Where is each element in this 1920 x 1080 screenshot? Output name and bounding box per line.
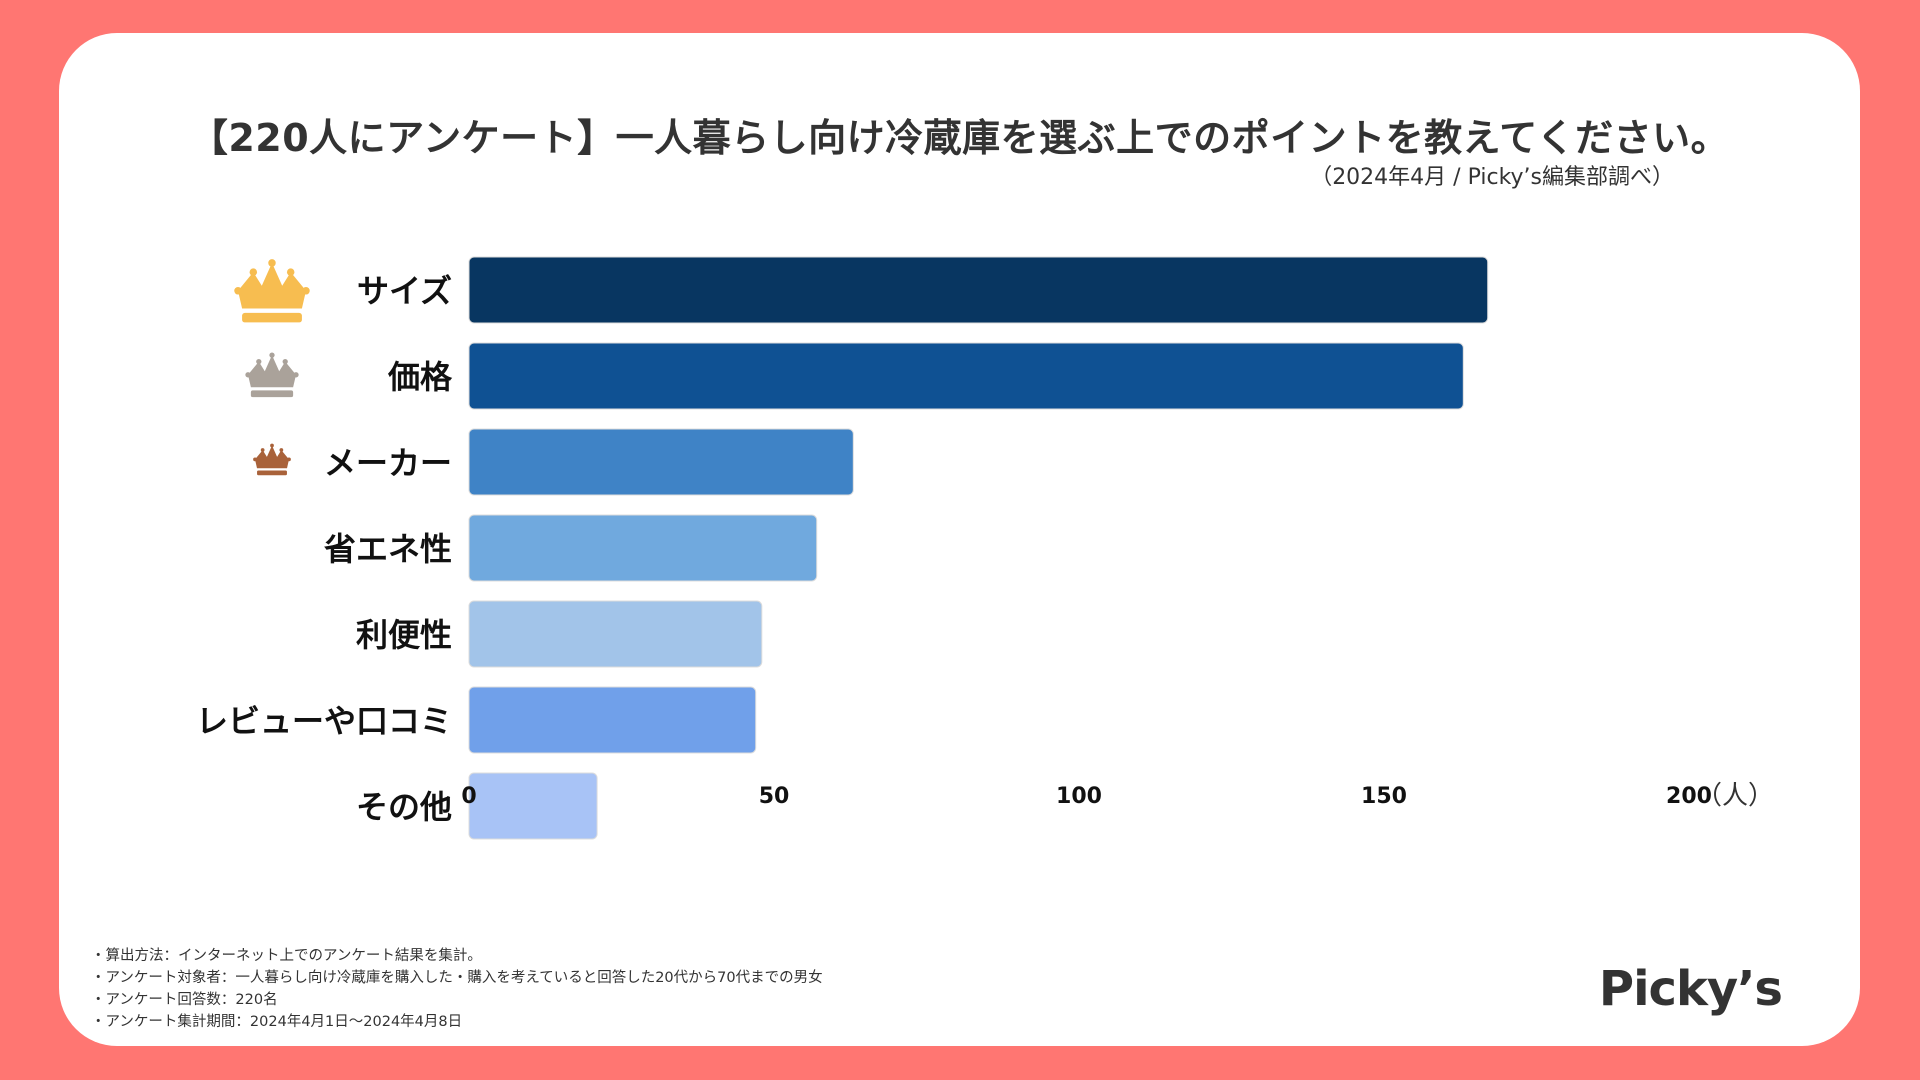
bar <box>468 256 1489 324</box>
x-tick-label: 50 <box>759 784 790 809</box>
x-tick-label: 150 <box>1361 784 1407 809</box>
bar <box>468 428 854 496</box>
category-label: メーカー <box>324 444 452 482</box>
x-tick-label: 0 <box>461 784 476 809</box>
category-label: レビューや口コミ <box>196 702 452 740</box>
note-line: ・算出方法：インターネット上でのアンケート結果を集計。 <box>91 948 482 964</box>
survey-notes: ・算出方法：インターネット上でのアンケート結果を集計。 ・アンケート対象者：一人… <box>91 945 823 1033</box>
bar <box>468 686 757 754</box>
chart-title: 【220人にアンケート】一人暮らし向け冷蔵庫を選ぶ上でのポイントを教えてください… <box>189 116 1730 160</box>
note-line: ・アンケート対象者：一人暮らし向け冷蔵庫を購入した・購入を考えていると回答した2… <box>91 970 823 986</box>
x-tick-label: 200 <box>1666 784 1712 809</box>
category-label: その他 <box>356 788 452 826</box>
chart-subtitle: （2024年4月 / Picky’s編集部調べ） <box>1310 165 1674 190</box>
bar <box>468 514 818 582</box>
bar <box>468 600 763 668</box>
category-label: 省エネ性 <box>324 530 452 568</box>
x-tick-label: 100 <box>1056 784 1102 809</box>
brand-logo: Picky’s <box>1598 961 1783 1017</box>
bar <box>468 342 1464 410</box>
category-label: 価格 <box>387 358 453 396</box>
crown-silver-icon <box>245 352 299 398</box>
x-unit-label: （人） <box>1696 781 1774 811</box>
bar <box>468 772 598 840</box>
chart-card: 【220人にアンケート】一人暮らし向け冷蔵庫を選ぶ上でのポイントを教えてください… <box>59 33 1860 1046</box>
note-line: ・アンケート集計期間：2024年4月1日〜2024年4月8日 <box>91 1014 463 1030</box>
note-line: ・アンケート回答数：220名 <box>91 992 278 1008</box>
crown-gold-icon <box>234 259 310 323</box>
category-label: サイズ <box>357 272 452 310</box>
crown-bronze-icon <box>253 443 291 476</box>
category-label: 利便性 <box>356 616 452 654</box>
